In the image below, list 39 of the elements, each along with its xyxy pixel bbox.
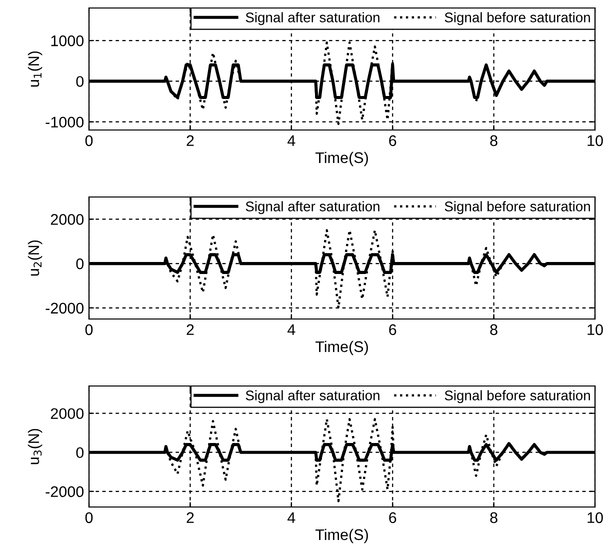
y-tick-label: 0 [76, 258, 84, 270]
y-tick-label: 2000 [50, 408, 84, 420]
y-axis-title: u$_{1}$(N) [28, 51, 42, 87]
x-tick-label: 8 [490, 135, 498, 146]
y-tick-label: -2000 [46, 302, 84, 314]
x-tick-label: 8 [490, 512, 498, 524]
x-tick-label: 4 [288, 324, 296, 335]
legend-label: Signal before saturation [444, 201, 590, 214]
x-tick-label: 10 [588, 324, 603, 336]
x-tick-label: 8 [490, 324, 498, 336]
y-tick-label: 1000 [51, 35, 84, 46]
x-axis-title: Time(S) [315, 528, 368, 544]
x-tick-label: 6 [389, 512, 396, 524]
x-tick-label: 6 [389, 324, 396, 336]
x-tick-label: 0 [85, 324, 93, 336]
legend-label: Signal after saturation [246, 12, 380, 26]
y-tick-label: -2000 [46, 486, 84, 498]
legend-label: Signal before saturation [444, 12, 590, 26]
y-axis-title: u$_{3}$(N) [28, 428, 42, 464]
x-axis-title: Time(S) [315, 340, 368, 356]
y-tick-label: 0 [76, 447, 84, 458]
y-tick-label: 2000 [50, 214, 84, 225]
x-tick-label: 2 [186, 512, 194, 523]
x-tick-label: 10 [588, 512, 603, 524]
y-tick-label: -1000 [46, 116, 84, 128]
x-tick-label: 0 [85, 135, 93, 146]
x-tick-label: 10 [588, 135, 603, 146]
x-tick-label: 2 [186, 135, 194, 146]
x-tick-label: 0 [85, 512, 93, 524]
legend-label: Signal after saturation [246, 390, 380, 404]
x-tick-label: 6 [389, 135, 396, 146]
x-tick-label: 4 [288, 135, 296, 146]
legend-label: Signal before saturation [444, 390, 590, 404]
x-tick-label: 4 [288, 512, 296, 523]
legend-label: Signal after saturation [246, 201, 380, 214]
y-axis-title: u$_{2}$(N) [28, 240, 42, 276]
x-axis-title: Time(S) [315, 152, 368, 166]
y-tick-label: 0 [76, 76, 84, 87]
x-tick-label: 2 [186, 324, 194, 335]
